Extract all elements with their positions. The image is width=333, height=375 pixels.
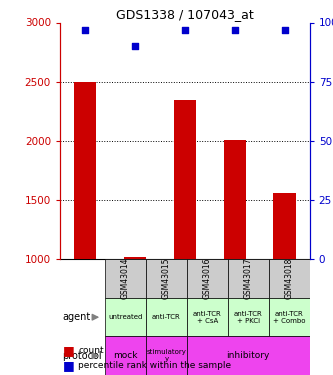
Bar bbox=[228, 298, 269, 336]
Bar bbox=[223, 140, 246, 260]
Text: protocol: protocol bbox=[62, 351, 102, 361]
Text: anti-TCR
+ PKCi: anti-TCR + PKCi bbox=[234, 311, 263, 324]
Bar bbox=[187, 336, 310, 375]
Text: anti-TCR
+ CsA: anti-TCR + CsA bbox=[193, 311, 222, 324]
Bar bbox=[187, 298, 228, 336]
Text: mock: mock bbox=[113, 351, 138, 360]
Bar bbox=[146, 260, 187, 298]
Bar bbox=[74, 82, 96, 260]
Text: anti-TCR
+ Combo: anti-TCR + Combo bbox=[273, 311, 305, 324]
Bar bbox=[269, 298, 310, 336]
Text: GSM43015: GSM43015 bbox=[162, 258, 171, 300]
Text: GSM43018: GSM43018 bbox=[285, 258, 294, 299]
Bar bbox=[146, 336, 187, 375]
Bar bbox=[187, 260, 228, 298]
Bar bbox=[105, 260, 146, 298]
Text: ■: ■ bbox=[63, 359, 75, 372]
Point bbox=[132, 43, 138, 49]
Text: GSM43016: GSM43016 bbox=[203, 258, 212, 300]
Point bbox=[232, 27, 237, 33]
Text: GSM43014: GSM43014 bbox=[121, 258, 130, 300]
Text: count: count bbox=[78, 346, 104, 355]
Title: GDS1338 / 107043_at: GDS1338 / 107043_at bbox=[116, 8, 254, 21]
Bar bbox=[146, 298, 187, 336]
Point bbox=[82, 27, 88, 33]
Text: inhibitory: inhibitory bbox=[226, 351, 270, 360]
Bar bbox=[228, 260, 269, 298]
Bar bbox=[105, 298, 146, 336]
Bar bbox=[173, 99, 196, 260]
Bar bbox=[124, 257, 146, 259]
Text: untreated: untreated bbox=[108, 314, 143, 320]
Text: ■: ■ bbox=[63, 344, 75, 357]
Point bbox=[182, 27, 187, 33]
Text: percentile rank within the sample: percentile rank within the sample bbox=[78, 361, 231, 370]
Point bbox=[282, 27, 287, 33]
Text: GSM43017: GSM43017 bbox=[244, 258, 253, 300]
Bar bbox=[269, 260, 310, 298]
Text: agent: agent bbox=[62, 312, 90, 322]
Bar bbox=[273, 193, 296, 260]
Bar bbox=[105, 336, 146, 375]
Text: anti-TCR: anti-TCR bbox=[152, 314, 181, 320]
Text: stimulatory
y: stimulatory y bbox=[147, 349, 186, 362]
